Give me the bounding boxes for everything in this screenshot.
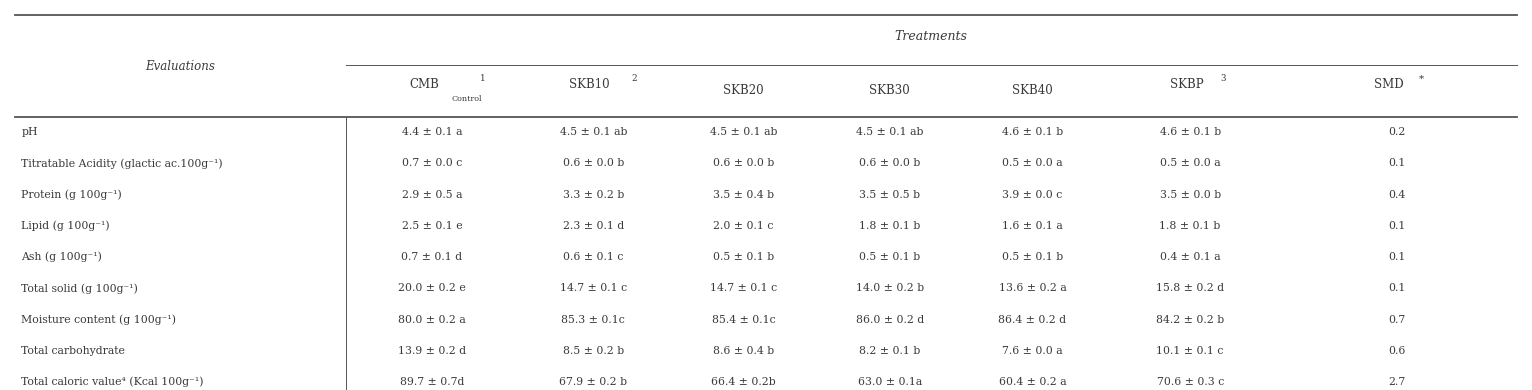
Text: 86.0 ± 0.2 d: 86.0 ± 0.2 d: [856, 314, 924, 324]
Text: Total carbohydrate: Total carbohydrate: [21, 346, 126, 356]
Text: Control: Control: [452, 96, 483, 103]
Text: 2.7: 2.7: [1388, 377, 1405, 387]
Text: 4.6 ± 0.1 b: 4.6 ± 0.1 b: [1160, 127, 1221, 137]
Text: 0.5 ± 0.1 b: 0.5 ± 0.1 b: [859, 252, 921, 262]
Text: SKB20: SKB20: [723, 84, 764, 98]
Text: 3.5 ± 0.0 b: 3.5 ± 0.0 b: [1160, 190, 1221, 200]
Text: 80.0 ± 0.2 a: 80.0 ± 0.2 a: [398, 314, 466, 324]
Text: pH: pH: [21, 127, 38, 137]
Text: 14.7 ± 0.1 c: 14.7 ± 0.1 c: [709, 283, 777, 293]
Text: SKB40: SKB40: [1013, 84, 1052, 98]
Text: 3: 3: [1219, 74, 1226, 83]
Text: 14.0 ± 0.2 b: 14.0 ± 0.2 b: [856, 283, 924, 293]
Text: Moisture content (g 100g⁻¹): Moisture content (g 100g⁻¹): [21, 314, 176, 325]
Text: Evaluations: Evaluations: [146, 60, 216, 73]
Text: Ash (g 100g⁻¹): Ash (g 100g⁻¹): [21, 252, 103, 262]
Text: 0.5 ± 0.1 b: 0.5 ± 0.1 b: [1002, 252, 1063, 262]
Text: 8.5 ± 0.2 b: 8.5 ± 0.2 b: [562, 346, 624, 356]
Text: 13.6 ± 0.2 a: 13.6 ± 0.2 a: [999, 283, 1066, 293]
Text: 4.6 ± 0.1 b: 4.6 ± 0.1 b: [1002, 127, 1063, 137]
Text: 85.3 ± 0.1c: 85.3 ± 0.1c: [561, 314, 625, 324]
Text: SMD: SMD: [1374, 78, 1403, 91]
Text: 66.4 ± 0.2b: 66.4 ± 0.2b: [711, 377, 775, 387]
Text: 8.6 ± 0.4 b: 8.6 ± 0.4 b: [712, 346, 774, 356]
Text: 70.6 ± 0.3 c: 70.6 ± 0.3 c: [1157, 377, 1224, 387]
Text: 0.7 ± 0.1 d: 0.7 ± 0.1 d: [401, 252, 463, 262]
Text: Protein (g 100g⁻¹): Protein (g 100g⁻¹): [21, 190, 123, 200]
Text: 2.0 ± 0.1 c: 2.0 ± 0.1 c: [714, 221, 774, 231]
Text: 8.2 ± 0.1 b: 8.2 ± 0.1 b: [859, 346, 921, 356]
Text: 4.5 ± 0.1 ab: 4.5 ± 0.1 ab: [709, 127, 777, 137]
Text: 0.1: 0.1: [1388, 283, 1405, 293]
Text: 1: 1: [480, 74, 486, 83]
Text: 0.4: 0.4: [1388, 190, 1405, 200]
Text: 67.9 ± 0.2 b: 67.9 ± 0.2 b: [559, 377, 628, 387]
Text: 13.9 ± 0.2 d: 13.9 ± 0.2 d: [398, 346, 466, 356]
Text: 3.5 ± 0.4 b: 3.5 ± 0.4 b: [712, 190, 774, 200]
Text: Titratable Acidity (glactic ac.100g⁻¹): Titratable Acidity (glactic ac.100g⁻¹): [21, 158, 224, 169]
Text: 0.2: 0.2: [1388, 127, 1405, 137]
Text: 0.6 ± 0.0 b: 0.6 ± 0.0 b: [712, 158, 774, 168]
Text: 0.1: 0.1: [1388, 221, 1405, 231]
Text: *: *: [1419, 74, 1425, 83]
Text: CMB: CMB: [409, 78, 440, 91]
Text: Total caloric value⁴ (Kcal 100g⁻¹): Total caloric value⁴ (Kcal 100g⁻¹): [21, 377, 204, 387]
Text: 4.5 ± 0.1 ab: 4.5 ± 0.1 ab: [559, 127, 627, 137]
Text: Treatments: Treatments: [895, 30, 968, 43]
Text: 60.4 ± 0.2 a: 60.4 ± 0.2 a: [999, 377, 1066, 387]
Text: Lipid (g 100g⁻¹): Lipid (g 100g⁻¹): [21, 221, 110, 231]
Text: 84.2 ± 0.2 b: 84.2 ± 0.2 b: [1157, 314, 1224, 324]
Text: 14.7 ± 0.1 c: 14.7 ± 0.1 c: [559, 283, 627, 293]
Text: 63.0 ± 0.1a: 63.0 ± 0.1a: [858, 377, 922, 387]
Text: 2.5 ± 0.1 e: 2.5 ± 0.1 e: [401, 221, 463, 231]
Text: 0.5 ± 0.0 a: 0.5 ± 0.0 a: [1160, 158, 1221, 168]
Text: 20.0 ± 0.2 e: 20.0 ± 0.2 e: [398, 283, 466, 293]
Text: SKBP: SKBP: [1170, 78, 1204, 91]
Text: 3.3 ± 0.2 b: 3.3 ± 0.2 b: [562, 190, 624, 200]
Text: 0.7: 0.7: [1388, 314, 1405, 324]
Text: 3.9 ± 0.0 c: 3.9 ± 0.0 c: [1002, 190, 1063, 200]
Text: 0.1: 0.1: [1388, 252, 1405, 262]
Text: 2.9 ± 0.5 a: 2.9 ± 0.5 a: [401, 190, 463, 200]
Text: 1.8 ± 0.1 b: 1.8 ± 0.1 b: [859, 221, 921, 231]
Text: 0.5 ± 0.1 b: 0.5 ± 0.1 b: [712, 252, 774, 262]
Text: SKB10: SKB10: [568, 78, 610, 91]
Text: 86.4 ± 0.2 d: 86.4 ± 0.2 d: [999, 314, 1066, 324]
Text: 0.1: 0.1: [1388, 158, 1405, 168]
Text: 0.6: 0.6: [1388, 346, 1405, 356]
Text: 1.8 ± 0.1 b: 1.8 ± 0.1 b: [1160, 221, 1221, 231]
Text: 0.5 ± 0.0 a: 0.5 ± 0.0 a: [1002, 158, 1063, 168]
Text: Total solid (g 100g⁻¹): Total solid (g 100g⁻¹): [21, 283, 138, 294]
Text: 0.6 ± 0.1 c: 0.6 ± 0.1 c: [564, 252, 624, 262]
Text: 0.4 ± 0.1 a: 0.4 ± 0.1 a: [1160, 252, 1221, 262]
Text: 0.6 ± 0.0 b: 0.6 ± 0.0 b: [859, 158, 921, 168]
Text: 15.8 ± 0.2 d: 15.8 ± 0.2 d: [1157, 283, 1224, 293]
Text: 1.6 ± 0.1 a: 1.6 ± 0.1 a: [1002, 221, 1063, 231]
Text: 4.4 ± 0.1 a: 4.4 ± 0.1 a: [401, 127, 463, 137]
Text: 2.3 ± 0.1 d: 2.3 ± 0.1 d: [562, 221, 624, 231]
Text: 89.7 ± 0.7d: 89.7 ± 0.7d: [400, 377, 464, 387]
Text: 10.1 ± 0.1 c: 10.1 ± 0.1 c: [1157, 346, 1224, 356]
Text: 3.5 ± 0.5 b: 3.5 ± 0.5 b: [859, 190, 921, 200]
Text: 0.7 ± 0.0 c: 0.7 ± 0.0 c: [401, 158, 463, 168]
Text: 85.4 ± 0.1c: 85.4 ± 0.1c: [712, 314, 775, 324]
Text: 4.5 ± 0.1 ab: 4.5 ± 0.1 ab: [856, 127, 924, 137]
Text: 2: 2: [631, 74, 636, 83]
Text: SKB30: SKB30: [870, 84, 910, 98]
Text: 7.6 ± 0.0 a: 7.6 ± 0.0 a: [1002, 346, 1063, 356]
Text: 0.6 ± 0.0 b: 0.6 ± 0.0 b: [562, 158, 624, 168]
